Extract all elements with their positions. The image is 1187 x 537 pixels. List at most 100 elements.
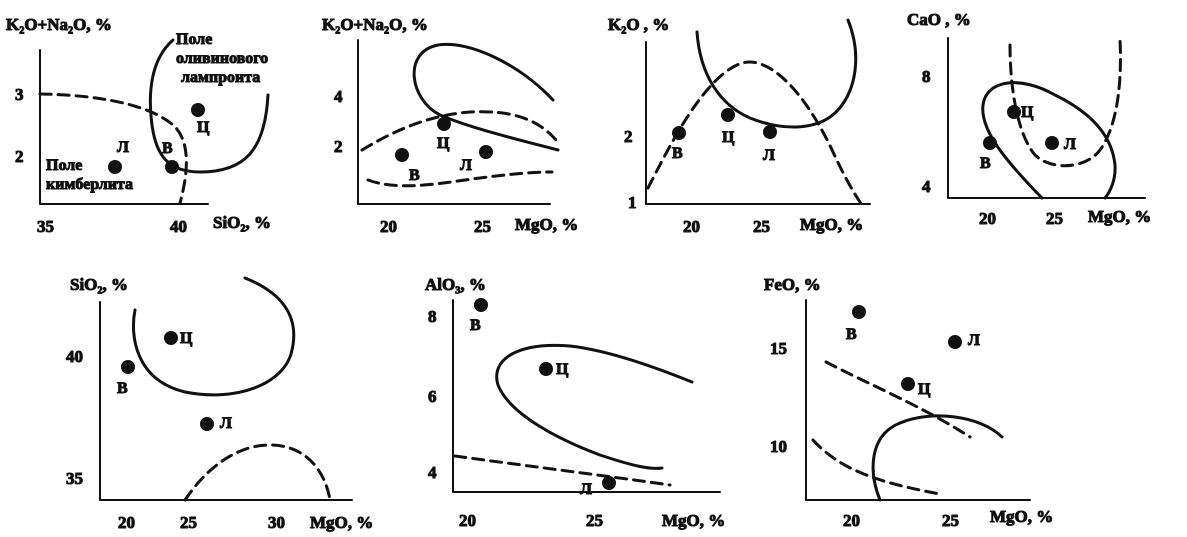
- point-label: Л: [763, 147, 775, 164]
- y-tick: 8: [428, 307, 437, 326]
- x-tick: 20: [683, 217, 700, 236]
- data-point: [200, 417, 214, 431]
- y-tick: 35: [66, 469, 83, 488]
- field-label: лампроита: [181, 69, 260, 86]
- field-boundary-dashed: [646, 60, 864, 207]
- point-label: В: [117, 380, 128, 397]
- x-tick: 40: [170, 217, 187, 236]
- data-point: [1007, 105, 1021, 119]
- x-tick: 20: [118, 513, 135, 532]
- data-point: [852, 305, 866, 319]
- y-tick: 4: [922, 177, 931, 196]
- y-axis-label: CaO , %: [907, 10, 971, 29]
- field-label: Поле: [46, 157, 82, 174]
- x-tick: 25: [180, 513, 197, 532]
- axes: [947, 37, 1146, 199]
- y-tick: 3: [15, 85, 24, 104]
- point-label: В: [980, 155, 991, 172]
- x-axis-label: MgO, %: [662, 511, 725, 530]
- panel-k2ona2o-sio2: K₂O+Na₂O, % 3 2 35 40 SiO₂, % Поле оливи…: [6, 15, 272, 237]
- panel-k2ona2o-mgo: K₂O+Na₂O, % 4 2 20 25 MgO, % В Ц Л: [322, 15, 579, 237]
- x-axis-label: MgO, %: [515, 215, 578, 234]
- data-point: [108, 160, 122, 174]
- y-tick: 1: [628, 193, 637, 212]
- data-point: [437, 117, 451, 131]
- x-tick: 25: [586, 511, 603, 530]
- field-boundary-dashed: [811, 438, 942, 496]
- y-axis-label: K₂O+Na₂O, %: [322, 15, 428, 34]
- point-label: В: [409, 167, 420, 184]
- point-label: Л: [117, 139, 129, 156]
- data-point: [165, 160, 179, 174]
- field-boundary-solid: [695, 18, 858, 129]
- x-tick: 20: [459, 511, 476, 530]
- data-point: [672, 126, 686, 140]
- panel-alo3-mgo: AlO₃, % 8 6 4 20 25 MgO, % В Ц Л: [425, 275, 726, 531]
- point-label: Ц: [918, 381, 931, 398]
- y-axis-label: AlO₃, %: [425, 275, 486, 294]
- point-label: Ц: [197, 119, 210, 136]
- x-axis-label: MgO, %: [800, 215, 863, 234]
- x-tick: 20: [380, 217, 397, 236]
- field-boundary-solid: [131, 276, 296, 397]
- panel-k2o-mgo: K₂O , % 2 1 20 25 MgO, % В Ц Л: [608, 15, 871, 237]
- y-tick: 15: [770, 339, 787, 358]
- data-point: [1045, 136, 1059, 150]
- x-tick: 35: [37, 217, 54, 236]
- field-boundary-solid: [412, 42, 560, 152]
- data-point: [539, 362, 553, 376]
- point-label: Л: [968, 332, 980, 349]
- point-label: Ц: [437, 135, 450, 152]
- point-label: В: [470, 317, 481, 334]
- point-label: Л: [460, 157, 472, 174]
- axes: [805, 299, 1031, 501]
- field-boundary-dashed: [183, 443, 332, 502]
- data-point: [191, 103, 205, 117]
- x-axis-label: SiO₂, %: [213, 213, 271, 232]
- y-axis-label: FeO, %: [764, 275, 821, 294]
- axes: [357, 39, 551, 205]
- field-boundary-solid: [495, 343, 694, 470]
- data-point: [474, 298, 488, 312]
- field-boundary-dashed: [366, 170, 554, 188]
- point-label: Л: [220, 415, 232, 432]
- data-point: [721, 108, 735, 122]
- point-label: Ц: [722, 129, 735, 146]
- data-point: [983, 136, 997, 150]
- field-boundary-dashed: [360, 110, 562, 152]
- axes: [645, 41, 871, 205]
- x-axis-label: MgO, %: [990, 507, 1053, 526]
- y-tick: 2: [334, 137, 343, 156]
- y-tick: 6: [428, 387, 437, 406]
- data-point: [121, 360, 135, 374]
- x-axis-label: MgO, %: [1088, 207, 1151, 226]
- field-boundary-solid: [981, 81, 1117, 200]
- data-point: [602, 476, 616, 490]
- y-tick: 8: [922, 67, 931, 86]
- x-tick: 20: [843, 511, 860, 530]
- point-label: В: [846, 326, 857, 343]
- axes: [99, 301, 353, 501]
- data-point: [901, 377, 915, 391]
- x-tick: 25: [474, 217, 491, 236]
- y-tick: 4: [334, 87, 343, 106]
- point-label: В: [162, 140, 173, 157]
- y-tick: 10: [770, 437, 787, 456]
- field-boundary-dashed: [453, 454, 672, 487]
- point-label: Л: [580, 481, 592, 498]
- axes: [39, 49, 209, 205]
- y-axis-label: SiO₂, %: [70, 275, 128, 294]
- point-label: Л: [1064, 136, 1076, 153]
- panel-feo-mgo: FeO, % 15 10 20 25 MgO, % В Л Ц: [764, 275, 1054, 531]
- field-boundary-solid: [871, 414, 1004, 502]
- x-tick: 20: [979, 209, 996, 228]
- y-axis-label: K₂O , %: [608, 15, 669, 34]
- y-tick: 2: [15, 147, 24, 166]
- data-point: [164, 331, 178, 345]
- data-point: [395, 148, 409, 162]
- data-point: [763, 125, 777, 139]
- x-axis-label: MgO, %: [310, 513, 373, 532]
- field-boundary-dashed: [824, 360, 972, 439]
- point-label: Ц: [1021, 104, 1034, 121]
